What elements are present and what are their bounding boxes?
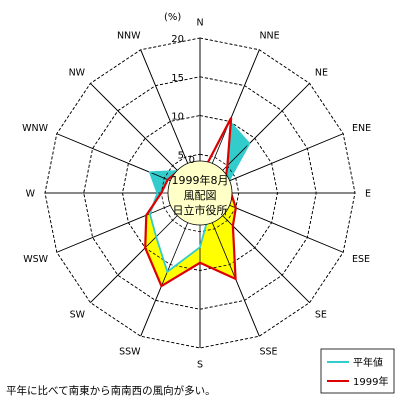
legend: 平年値 1999年 (320, 348, 395, 394)
center-label-station: 日立市役所 (173, 203, 228, 217)
tick-label-0: 0 (189, 155, 195, 166)
direction-label-nw: NW (69, 68, 86, 79)
direction-label-n: N (196, 18, 203, 29)
chart-center: 1999年8月 風配図 日立市役所 (167, 160, 233, 226)
tick-label-20: 20 (171, 34, 184, 45)
grid-ring-overlay-4 (44, 37, 356, 349)
direction-label-wsw: WSW (23, 254, 48, 265)
direction-label-ssw: SSW (119, 346, 141, 357)
radial-unit-label: (%) (164, 12, 181, 23)
center-circle (167, 160, 233, 226)
legend-label-1999: 1999年 (353, 375, 388, 388)
caption-text: 平年に比べて南東から南南西の風向が多い。 (6, 385, 216, 397)
direction-label-sse: SSE (259, 346, 277, 357)
tick-label-15: 15 (171, 73, 184, 84)
direction-label-w: W (26, 189, 36, 200)
chart-labels: (%) N NNE NE ENE E ESE SE SSE S SSW SW WSW W WNW NW NNW… (22, 12, 371, 371)
center-label-date: 1999年8月 (172, 173, 229, 187)
tick-label-5: 5 (178, 150, 184, 161)
direction-label-ene: ENE (352, 123, 371, 134)
direction-label-nnw: NNW (117, 31, 141, 42)
legend-box (320, 348, 395, 394)
direction-label-s: S (197, 360, 203, 371)
direction-label-ne: NE (315, 68, 328, 79)
direction-label-sw: SW (70, 309, 86, 320)
series-line-normal (148, 119, 251, 274)
direction-label-e: E (365, 189, 371, 200)
tick-label-10: 10 (171, 112, 184, 123)
direction-label-se: SE (315, 309, 327, 320)
direction-label-ese: ESE (352, 254, 370, 265)
direction-label-wnw: WNW (22, 123, 48, 134)
legend-label-normal: 平年値 (353, 356, 383, 369)
center-label-title: 風配図 (184, 189, 217, 202)
direction-label-nne: NNE (259, 31, 279, 42)
